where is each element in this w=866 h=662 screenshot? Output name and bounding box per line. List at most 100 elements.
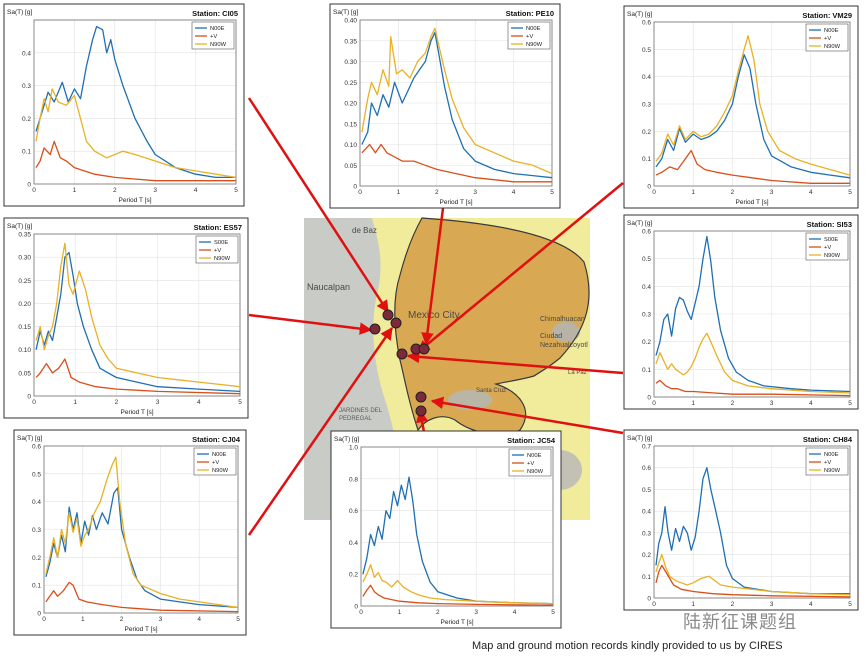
legend-entry: N00E bbox=[526, 26, 541, 32]
x-tick-label: 1 bbox=[691, 601, 695, 608]
y-tick-label: 0.40 bbox=[344, 18, 357, 25]
y-tick-label: 0.25 bbox=[344, 80, 357, 87]
chart-title: Station: SI53 bbox=[807, 220, 852, 229]
y-tick-label: 0.1 bbox=[642, 156, 651, 163]
series-line-n00e bbox=[362, 476, 554, 605]
map-label: Mexico City bbox=[408, 310, 460, 321]
x-tick-label: 2 bbox=[436, 609, 440, 616]
station-marker bbox=[415, 391, 427, 403]
station-arrow bbox=[430, 396, 624, 435]
x-tick-label: 3 bbox=[159, 616, 163, 623]
x-tick-label: 1 bbox=[397, 189, 401, 196]
x-tick-label: 2 bbox=[120, 616, 124, 623]
map-label: Santa Cruz bbox=[476, 388, 506, 394]
chart-title: Station: CH84 bbox=[803, 435, 853, 444]
x-tick-label: 0 bbox=[359, 609, 363, 616]
y-tick-label: 0.4 bbox=[32, 499, 41, 506]
x-tick-label: 2 bbox=[731, 601, 735, 608]
series-line-n90w bbox=[655, 553, 851, 596]
y-tick-label: 0.2 bbox=[349, 572, 358, 579]
x-tick-label: 1 bbox=[73, 187, 77, 194]
legend-entry: +V bbox=[210, 34, 217, 40]
y-tick-label: 0.4 bbox=[642, 74, 651, 81]
y-tick-label: 0.2 bbox=[642, 552, 651, 559]
x-tick-label: 4 bbox=[513, 609, 517, 616]
x-tick-label: 5 bbox=[848, 189, 852, 196]
station-marker bbox=[382, 309, 394, 321]
x-tick-label: 1 bbox=[691, 400, 695, 407]
x-tick-label: 4 bbox=[809, 189, 813, 196]
y-tick-label: 0 bbox=[27, 394, 31, 401]
legend-entry: N90W bbox=[824, 44, 841, 50]
chart-title: Station: JC54 bbox=[507, 436, 556, 445]
series-line-plus-v bbox=[655, 149, 850, 184]
x-tick-label: 4 bbox=[197, 399, 201, 406]
x-tick-label: 3 bbox=[770, 601, 774, 608]
y-tick-label: 0.1 bbox=[642, 574, 651, 581]
map-label: Chimalhuacan bbox=[540, 316, 585, 323]
map-label: Naucalpan bbox=[307, 282, 350, 292]
y-axis-label: Sa(T) [g] bbox=[7, 223, 32, 230]
y-axis-label: Sa(T) [g] bbox=[334, 436, 359, 443]
x-tick-label: 0 bbox=[42, 616, 46, 623]
series-line-n00e bbox=[45, 487, 239, 609]
y-axis-label: Sa(T) [g] bbox=[627, 220, 652, 227]
y-tick-label: 0.1 bbox=[22, 149, 31, 156]
x-axis-label: Period T [s] bbox=[736, 199, 769, 206]
station-arrows bbox=[247, 97, 624, 536]
y-tick-label: 0 bbox=[27, 182, 31, 189]
spectrum-chart-cj04: 0 0.1 0.2 0.3 0.4 0.5 0.6 0 1 2 3 4 5 Sa(T) [g] Statio… bbox=[13, 429, 247, 636]
x-tick-label: 2 bbox=[731, 400, 735, 407]
map-hill-east bbox=[552, 322, 580, 342]
y-tick-label: 0.3 bbox=[22, 83, 31, 90]
x-axis-label: Period T [s] bbox=[125, 626, 158, 633]
y-tick-label: 0.3 bbox=[642, 530, 651, 537]
station-arrow bbox=[417, 182, 624, 353]
y-tick-label: 0.05 bbox=[18, 370, 31, 377]
station-arrow bbox=[247, 326, 394, 536]
legend-entry: S00E bbox=[824, 237, 838, 243]
x-tick-label: 3 bbox=[153, 187, 157, 194]
series-line-n00e bbox=[655, 54, 851, 179]
y-tick-label: 0.2 bbox=[32, 555, 41, 562]
series-line-plus-v bbox=[35, 140, 236, 182]
x-tick-label: 0 bbox=[652, 601, 656, 608]
legend-entry: N00E bbox=[210, 26, 225, 32]
series-line-n00e bbox=[655, 467, 850, 595]
x-tick-label: 3 bbox=[156, 399, 160, 406]
y-tick-label: 1.0 bbox=[349, 445, 358, 452]
y-tick-label: 0 bbox=[354, 604, 358, 611]
plot-border bbox=[653, 230, 851, 398]
series-line-s00e bbox=[655, 235, 851, 393]
y-tick-label: 0 bbox=[647, 596, 651, 603]
x-tick-label: 0 bbox=[32, 399, 36, 406]
spectrum-chart-pe10: 0 0.05 0.10 0.15 0.20 0.25 0.30 0.35 0.40 0 1 2 3 4 5 S… bbox=[329, 3, 561, 209]
x-tick-label: 4 bbox=[512, 189, 516, 196]
x-axis-label: Period T [s] bbox=[119, 197, 152, 204]
x-axis-label: Period T [s] bbox=[440, 199, 473, 206]
y-tick-label: 0.4 bbox=[642, 509, 651, 516]
y-tick-label: 0.20 bbox=[18, 301, 31, 308]
x-tick-label: 1 bbox=[691, 189, 695, 196]
series-line-plus-v bbox=[655, 379, 851, 397]
spectrum-chart-jc54: 0 0.2 0.4 0.6 0.8 1.0 0 1 2 3 4 5 Sa(T) [g] Station: … bbox=[330, 430, 562, 629]
plot-border bbox=[653, 21, 851, 187]
station-arrow bbox=[247, 97, 390, 314]
y-tick-label: 0.1 bbox=[642, 367, 651, 374]
y-tick-label: 0.20 bbox=[344, 101, 357, 108]
y-tick-label: 0.2 bbox=[22, 116, 31, 123]
legend-entry: S00E bbox=[214, 240, 228, 246]
x-tick-label: 0 bbox=[652, 189, 656, 196]
station-marker bbox=[396, 348, 408, 360]
y-tick-label: 0.4 bbox=[642, 284, 651, 291]
map-label: Nezahualcoyotl bbox=[540, 342, 588, 349]
legend-entry: N00E bbox=[527, 453, 542, 459]
series-line-n00e bbox=[361, 31, 553, 179]
station-arrow bbox=[248, 313, 373, 335]
x-tick-label: 3 bbox=[770, 189, 774, 196]
y-tick-label: 0.15 bbox=[344, 121, 357, 128]
x-tick-label: 2 bbox=[113, 187, 117, 194]
x-tick-label: 5 bbox=[236, 616, 240, 623]
